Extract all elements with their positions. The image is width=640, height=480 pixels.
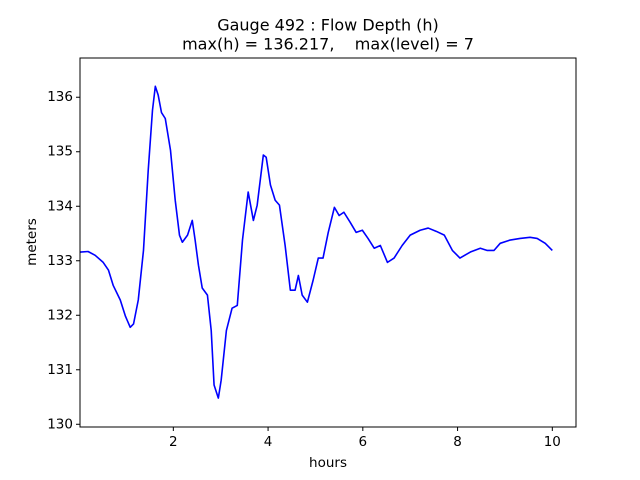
axes-frame <box>79 57 577 428</box>
y-axis-label: meters <box>24 218 40 266</box>
y-tick-label: 131 <box>47 362 73 378</box>
y-tick-label: 135 <box>47 144 73 160</box>
y-tick-label: 132 <box>47 307 73 323</box>
y-tick-label: 133 <box>47 253 73 269</box>
data-line <box>80 85 553 399</box>
x-tick-label: 10 <box>544 434 561 450</box>
x-tick-label: 6 <box>359 434 368 450</box>
x-tick-label: 4 <box>264 434 273 450</box>
x-tick-label: 8 <box>453 434 462 450</box>
y-tick-label: 134 <box>47 198 73 214</box>
y-tick-label: 130 <box>47 416 73 432</box>
x-axis-label: hours <box>309 455 347 471</box>
chart-title: Gauge 492 : Flow Depth (h) <box>217 16 439 35</box>
chart-subtitle: max(h) = 136.217, max(level) = 7 <box>182 35 474 54</box>
y-tick-label: 136 <box>47 89 73 105</box>
x-tick-label: 2 <box>169 434 178 450</box>
